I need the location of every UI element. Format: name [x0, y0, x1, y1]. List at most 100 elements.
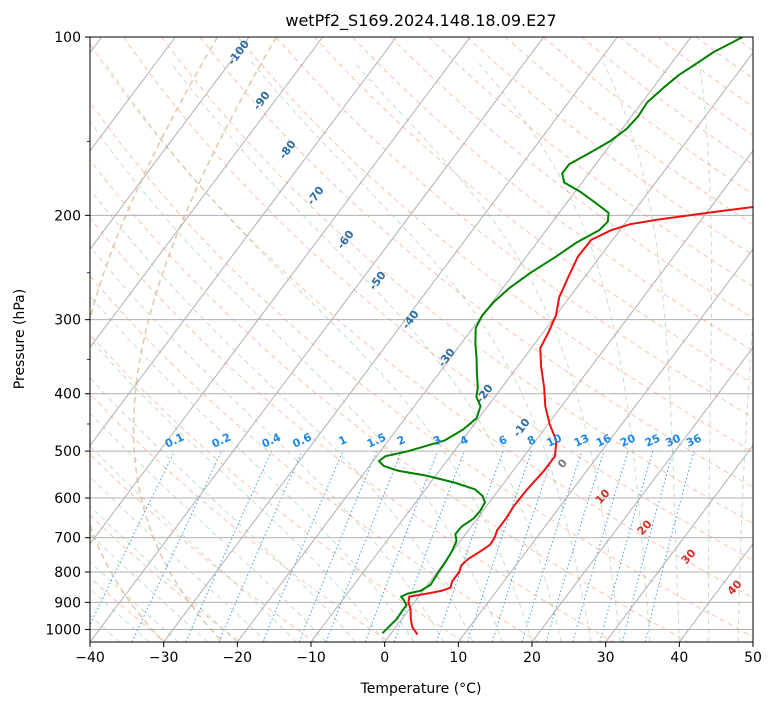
moist-adiabat	[90, 476, 268, 642]
y-tick-label: 500	[54, 444, 81, 460]
y-tick-label: 200	[54, 208, 81, 224]
x-tick-label: −20	[223, 650, 253, 666]
dry-adiabat	[90, 275, 540, 642]
isotherm-label: -70	[304, 184, 327, 208]
moist-adiabat-label: 40	[725, 577, 745, 597]
mixing-ratio-label: 0.6	[291, 430, 314, 450]
dry-adiabat	[352, 37, 753, 352]
mixing-ratio-label: 0.4	[260, 430, 283, 450]
moist-adiabat	[352, 61, 621, 642]
moist-adiabat	[476, 61, 651, 642]
dry-adiabat	[90, 514, 241, 642]
moist-adiabat	[90, 533, 209, 642]
dewpoint-line	[377, 37, 744, 635]
mixing-ratio-label: 0.2	[210, 431, 233, 451]
dry-adiabat	[657, 37, 753, 108]
mixing-ratio-label: 6	[497, 433, 510, 448]
y-tick-label: 300	[54, 313, 81, 329]
mixing-ratio-line	[435, 450, 504, 642]
mixing-ratio-line	[621, 450, 674, 642]
y-tick-label: 800	[54, 565, 81, 581]
plot-area: -100-90-80-70-60-50-40-30-20-100.1 0.2 0.4…	[90, 37, 753, 642]
dry-adiabat	[90, 334, 465, 642]
moist-adiabat	[169, 61, 562, 642]
temperature-line	[407, 206, 753, 636]
x-tick-label: 20	[523, 650, 541, 666]
dry-adiabat	[90, 159, 689, 642]
x-tick-label: 0	[380, 650, 389, 666]
overlay-labels: -100-90-80-70-60-50-40-30-20-100.1 0.2 0.4…	[163, 38, 745, 598]
x-tick-label: 30	[597, 650, 615, 666]
isotherm-gridline	[384, 150, 753, 642]
x-axis: −40 −30 −20 −10 0 10 20 30 40 50	[75, 642, 762, 666]
isotherm-gridline	[605, 444, 753, 642]
mixing-ratio-line	[298, 450, 378, 642]
mixing-ratio-line	[131, 450, 223, 642]
moist-adiabat	[90, 377, 356, 642]
moist-adiabat	[90, 188, 474, 642]
dry-adiabat	[90, 43, 753, 599]
isotherm-gridline	[90, 37, 545, 642]
mixing-ratio-label: 1	[337, 433, 349, 448]
chart-title: wetPf2_S169.2024.148.18.09.E27	[285, 11, 556, 31]
mixing-ratio-line	[218, 450, 303, 642]
isotherm-gridline	[531, 346, 753, 642]
dry-adiabat	[313, 37, 753, 385]
pressure-gridlines	[90, 37, 753, 630]
mixing-ratio-label: 10	[545, 431, 565, 449]
mixing-ratio-label: 0.1	[163, 431, 186, 451]
isotherm-gridline	[90, 37, 397, 447]
isotherm-gridline	[457, 248, 753, 642]
mixing-ratio-label: 13	[572, 432, 591, 450]
plot-frame	[89, 36, 754, 643]
mixing-ratio-label: 20	[618, 431, 638, 449]
mixing-ratio-label: 2	[395, 433, 407, 448]
isotherm-gridline	[90, 37, 176, 152]
y-tick-label: 700	[54, 531, 81, 547]
isotherm-gridline	[310, 51, 753, 642]
moist-adiabat-label: 30	[679, 546, 699, 566]
moist-adiabat	[90, 338, 386, 642]
dry-adiabat	[123, 37, 753, 561]
mixing-ratio-line	[325, 450, 402, 642]
x-tick-label: −30	[149, 650, 179, 666]
dry-adiabat	[90, 577, 166, 642]
dry-adiabat	[237, 37, 753, 453]
moist-adiabat	[698, 61, 712, 642]
x-tick-label: 50	[744, 650, 762, 666]
dry-adiabat	[390, 37, 753, 319]
profile-series	[377, 37, 753, 636]
dry-adiabat	[90, 453, 315, 642]
dry-adiabat	[581, 37, 753, 166]
mixing-ratio-line	[262, 450, 344, 642]
isotherm-label: -30	[435, 346, 458, 370]
isotherm-gridline	[90, 37, 471, 545]
moist-adiabats	[90, 61, 753, 642]
dry-adiabat	[90, 393, 390, 642]
mixing-ratio-line	[90, 450, 176, 626]
moist-adiabat	[602, 61, 680, 642]
isotherm-gridline	[163, 37, 618, 642]
isotherm-gridline	[90, 37, 324, 349]
y-axis-label: Pressure (hPa)	[12, 289, 28, 389]
mixing-ratio-line	[185, 450, 272, 642]
mixing-ratio-line	[599, 450, 654, 642]
moist-adiabat	[90, 245, 445, 642]
mixing-ratio-line	[572, 450, 629, 642]
y-tick-label: 100	[54, 30, 81, 46]
mixing-ratio-line	[521, 450, 583, 642]
dry-adiabats	[90, 37, 753, 642]
dry-adiabat	[466, 37, 753, 256]
mixing-ratio-lines	[90, 450, 695, 642]
moist-adiabat	[90, 445, 297, 642]
mixing-ratio-line	[467, 450, 533, 642]
isotherm-label: -80	[276, 138, 299, 162]
dry-adiabat	[90, 217, 614, 642]
dry-adiabat	[428, 37, 753, 287]
mixing-ratio-label: 4	[458, 433, 471, 448]
y-tick-label: 400	[54, 387, 81, 403]
x-tick-label: −40	[75, 650, 105, 666]
isotherm-label: -40	[399, 308, 422, 332]
x-tick-label: 40	[670, 650, 688, 666]
